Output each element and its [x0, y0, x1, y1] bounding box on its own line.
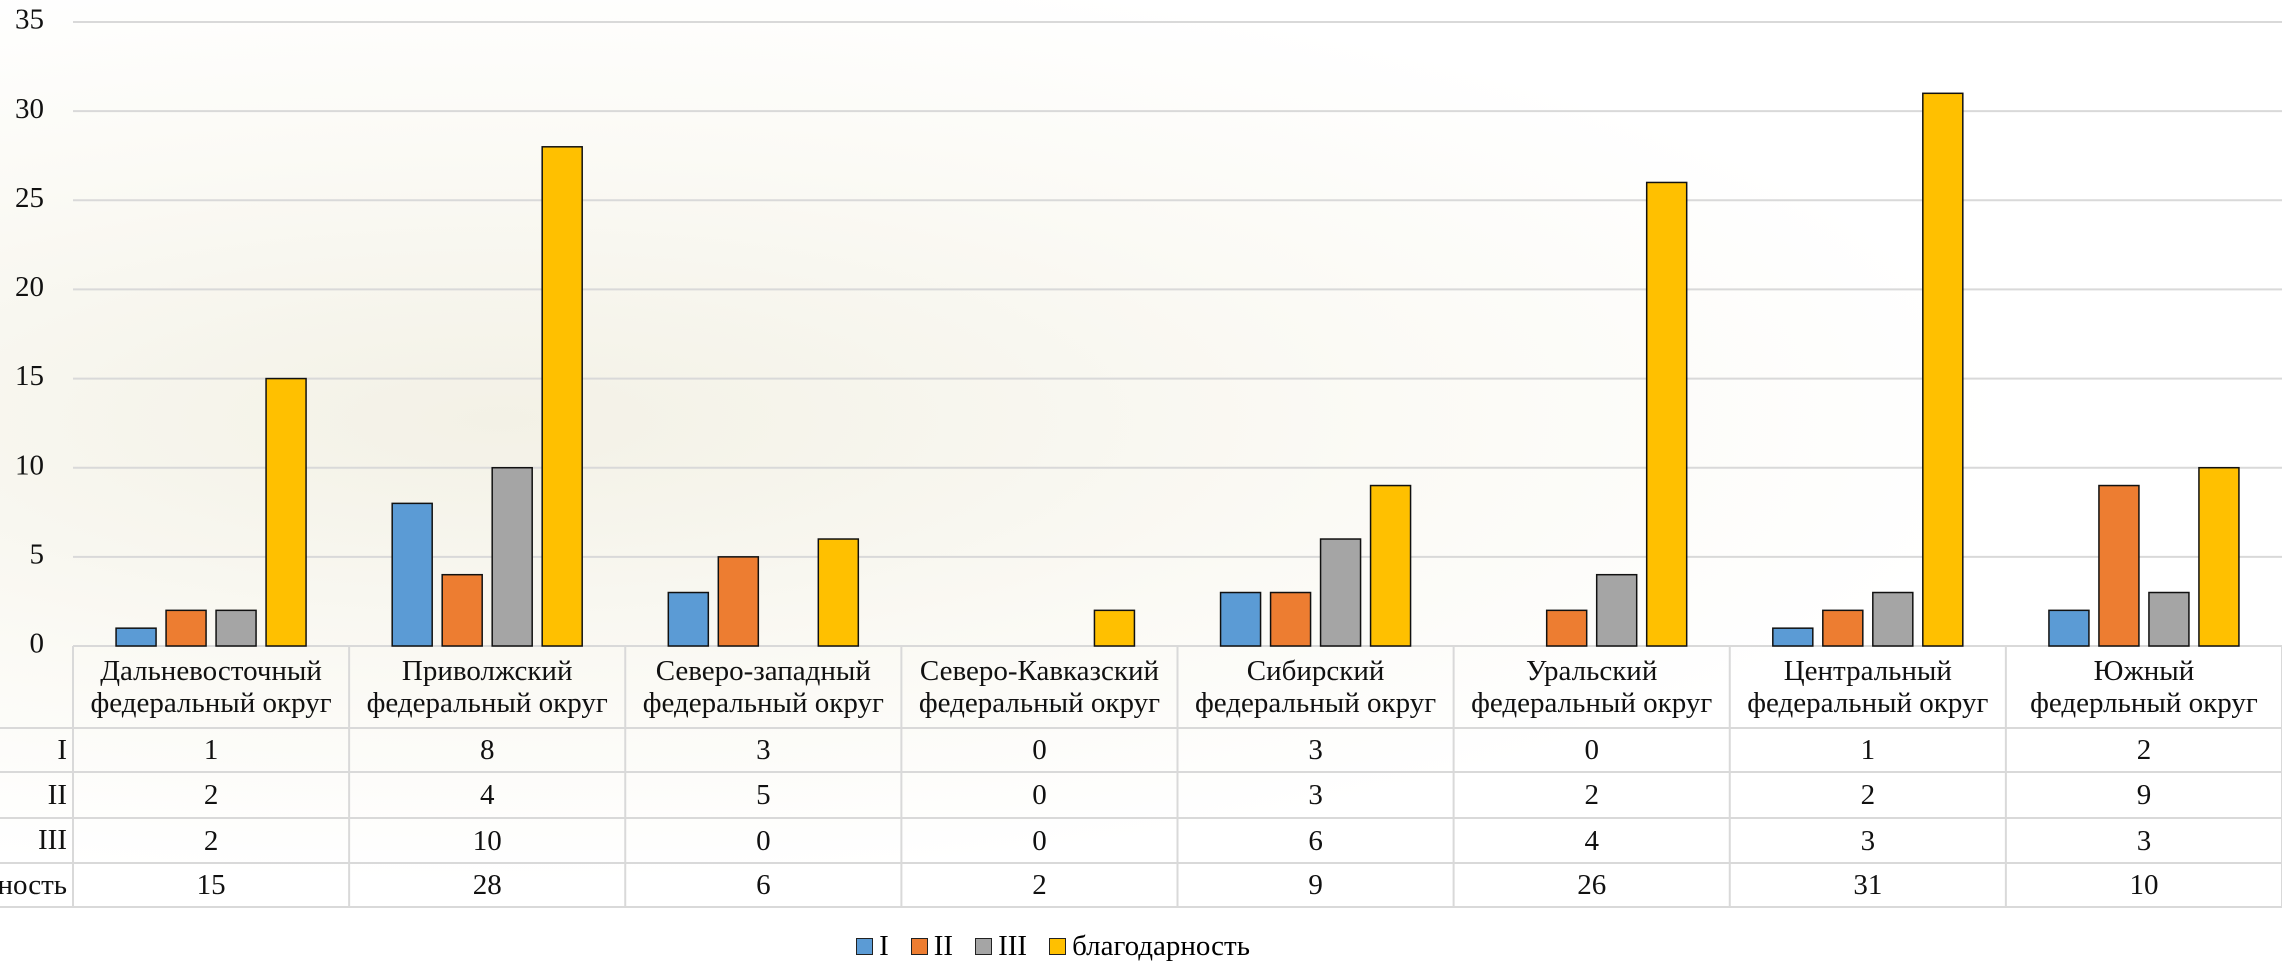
bar: [2148, 591, 2190, 647]
bar: [1269, 591, 1312, 647]
table-cell: 2: [1860, 779, 1876, 811]
legend-item: II: [910, 930, 954, 963]
legend-swatch: [910, 938, 928, 955]
table-cell: 31: [1853, 869, 1883, 901]
table-cell: 5: [756, 779, 771, 811]
bar: [215, 609, 257, 647]
legend: I II III благодарность: [0, 930, 2106, 963]
table-cell: 2: [203, 824, 219, 857]
legend-swatch: [856, 938, 874, 955]
table-cell: 6: [1308, 824, 1323, 857]
table-cell: 0: [1032, 734, 1047, 766]
legend-label: благодарность: [1072, 930, 1250, 962]
table-cell: 6: [756, 869, 771, 901]
y-tick-label: 30: [15, 93, 44, 125]
legend-item: III: [975, 930, 1027, 963]
bar: [1595, 573, 1638, 647]
table-cell: 3: [1860, 824, 1876, 857]
table-row-header: благодарность: [0, 869, 67, 901]
bar: [2098, 484, 2140, 647]
table-cell: 0: [1032, 824, 1047, 857]
table-cell: 9: [1308, 869, 1323, 901]
legend-label: II: [933, 930, 954, 962]
bar: [1369, 484, 1412, 647]
table-cell: 3: [1308, 779, 1323, 811]
table-cell: 10: [2129, 869, 2159, 901]
bar: [115, 627, 157, 647]
table-cell: 0: [1584, 734, 1599, 766]
y-tick-label: 35: [15, 4, 44, 36]
table-cell: 10: [472, 824, 502, 857]
bar: [1545, 609, 1588, 647]
table-cell: 26: [1577, 869, 1607, 901]
table-row-header: II: [47, 779, 67, 811]
bar: [1645, 181, 1688, 647]
table-cell: 9: [2136, 779, 2152, 811]
table-cell: 4: [1584, 824, 1599, 857]
y-tick-label: 10: [15, 449, 44, 481]
bar: [2198, 466, 2240, 647]
bar: [491, 466, 533, 647]
legend-label: I: [879, 930, 889, 962]
bar: [1822, 609, 1864, 647]
table-cell: 3: [1308, 734, 1323, 766]
x-tick-label: Северо-западный федеральный округ: [642, 655, 884, 719]
x-tick-label: Южный федерльный округ: [2030, 655, 2258, 719]
legend-swatch: [1049, 938, 1067, 955]
table-cell: 1: [1860, 734, 1876, 766]
table-cell: 8: [479, 734, 495, 766]
table-cell: 4: [479, 779, 495, 811]
legend-label: III: [998, 930, 1028, 962]
bar: [541, 146, 583, 647]
y-tick-label: 20: [15, 271, 44, 303]
bar: [717, 556, 760, 647]
x-tick-label: Приволжский федеральный округ: [366, 655, 608, 719]
bar: [667, 591, 710, 647]
y-tick-label: 25: [15, 182, 44, 214]
table-cell: 2: [1032, 869, 1047, 901]
x-tick-label: Дальневосточный федеральный округ: [90, 655, 332, 719]
table-cell: 0: [756, 824, 771, 857]
table-cell: 3: [2136, 824, 2152, 857]
legend-item: I: [856, 930, 889, 963]
table-cell: 2: [2136, 734, 2152, 766]
table-cell: 0: [1032, 779, 1047, 811]
x-tick-label: Уральский федеральный округ: [1471, 655, 1713, 719]
x-tick-label: Северо-Кавказский федеральный округ: [918, 655, 1160, 719]
bar: [441, 573, 483, 647]
x-tick-label: Центральный федеральный округ: [1747, 655, 1989, 719]
table-cell: 15: [196, 869, 226, 901]
table-row-header: I: [57, 734, 67, 766]
table-row-header: III: [38, 824, 67, 856]
table-cell: 2: [1584, 779, 1599, 811]
bar: [1093, 609, 1136, 647]
table-cell: 28: [472, 869, 502, 901]
y-tick-label: 5: [30, 539, 45, 571]
x-tick-label: Сибирский федеральный округ: [1195, 655, 1437, 719]
legend-swatch: [975, 938, 993, 955]
table-cell: 1: [203, 734, 219, 766]
y-tick-label: 15: [15, 360, 44, 392]
bar: [1872, 591, 1914, 647]
bar: [1922, 92, 1964, 647]
bar: [265, 377, 307, 647]
bar: [165, 609, 207, 647]
bar: [1319, 538, 1362, 647]
bar: [1772, 627, 1814, 647]
bar: [1219, 591, 1262, 647]
legend-item: благодарность: [1049, 930, 1250, 963]
table-cell: 2: [203, 779, 219, 811]
bar: [2048, 609, 2090, 647]
y-tick-label: 0: [30, 628, 45, 660]
bar: [391, 502, 433, 647]
bar: [817, 538, 860, 647]
table-cell: 3: [756, 734, 771, 766]
